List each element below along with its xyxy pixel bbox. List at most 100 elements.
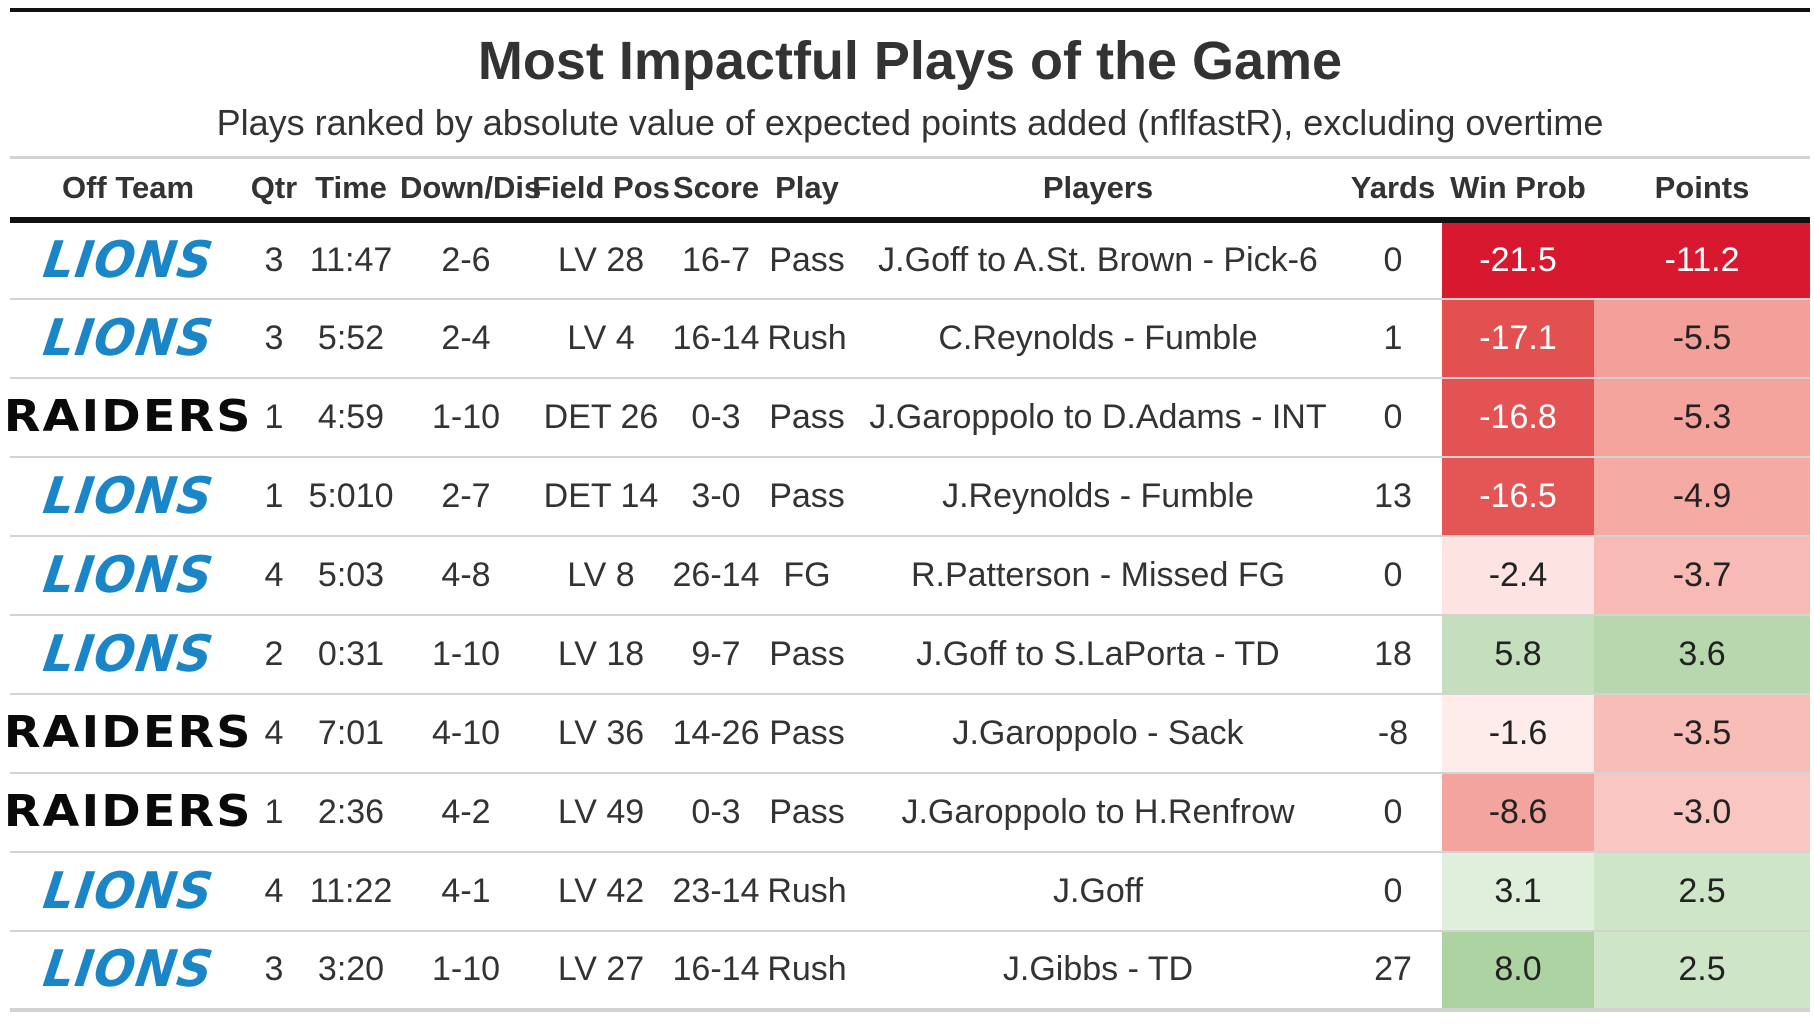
qtr-cell: 4 [246,851,302,932]
qtr-cell: 3 [246,930,302,1012]
qtr-cell: 4 [246,535,302,616]
off-team-cell: LIONS [10,298,246,379]
table-row: LIONS 2 0:31 1-10 LV 18 9-7 Pass J.Goff to S.La… [10,614,1810,695]
off-team-cell: LIONS [10,930,246,1012]
down-dis-cell: 4-8 [400,535,532,616]
qtr-cell: 1 [246,772,302,853]
down-dis-cell: 2-7 [400,456,532,537]
points-cell: 2.5 [1594,851,1810,932]
raiders-logo: RAIDERS [3,390,253,442]
play-type-cell: Rush [762,930,852,1012]
down-dis-cell: 4-10 [400,693,532,774]
header-field-pos: Field Pos [532,156,670,223]
table-header: Off Team Qtr Time Down/Dis Field Pos Sco… [10,156,1810,223]
yards-cell: 18 [1344,614,1442,695]
players-cell: J.Goff [852,851,1344,932]
play-type-cell: Rush [762,851,852,932]
qtr-cell: 3 [246,298,302,379]
table-row: LIONS 4 11:22 4-1 LV 42 23-14 Rush J.Goff 0 3.1 2.… [10,851,1810,932]
page-title: Most Impactful Plays of the Game [477,31,1343,91]
win-prob-cell: -1.6 [1442,693,1594,774]
table-row: LIONS 3 11:47 2-6 LV 28 16-7 Pass J.Goff to A.S… [10,219,1810,300]
players-cell: J.Goff to A.St. Brown - Pick-6 [852,219,1344,300]
players-cell: J.Garoppolo to H.Renfrow [852,772,1344,853]
table-row: LIONS 4 5:03 4-8 LV 8 26-14 FG R.Patterson - Mi… [10,535,1810,616]
off-team-cell: RAIDERS [4,693,250,774]
qtr-cell: 1 [246,456,302,537]
field-pos-cell: LV 36 [532,693,670,774]
header-down-dis: Down/Dis [400,156,541,223]
header-play: Play [762,156,852,223]
header-time: Time [302,156,400,223]
time-cell: 5:03 [302,535,400,616]
off-team-cell: LIONS [10,851,246,932]
down-dis-cell: 2-6 [400,219,532,300]
play-type-cell: Pass [762,772,852,853]
qtr-cell: 4 [246,693,302,774]
down-dis-cell: 2-4 [400,298,532,379]
score-cell: 0-3 [670,377,762,458]
yards-cell: 0 [1344,535,1442,616]
play-type-cell: Pass [762,614,852,695]
table-row: RAIDERS 1 2:36 4-2 LV 49 0-3 Pass J.Garoppolo t… [4,772,1810,853]
yards-cell: 13 [1344,456,1442,537]
score-cell: 0-3 [670,772,762,853]
lions-logo: LIONS [39,861,217,920]
down-dis-cell: 4-2 [400,772,532,853]
score-cell: 9-7 [670,614,762,695]
score-cell: 16-7 [670,219,762,300]
down-dis-cell: 1-10 [400,930,532,1012]
points-cell: -4.9 [1594,456,1810,537]
yards-cell: 0 [1344,219,1442,300]
field-pos-cell: LV 42 [532,851,670,932]
off-team-cell: RAIDERS [4,772,250,853]
header-points: Points [1594,156,1810,223]
plays-table: Off Team Qtr Time Down/Dis Field Pos Sco… [4,156,1810,1012]
header-yards: Yards [1344,156,1442,223]
time-cell: 5:52 [302,298,400,379]
header-qtr: Qtr [246,156,302,223]
down-dis-cell: 4-1 [400,851,532,932]
field-pos-cell: LV 18 [532,614,670,695]
header-off-team: Off Team [10,156,246,223]
table-row: LIONS 3 5:52 2-4 LV 4 16-14 Rush C.Reynolds - F… [10,298,1810,379]
off-team-cell: LIONS [10,456,246,537]
points-cell: -11.2 [1594,219,1810,300]
win-prob-cell: -17.1 [1442,298,1594,379]
table-container: Most Impactful Plays of the Game Plays r… [4,8,1810,1012]
players-cell: R.Patterson - Missed FG [852,535,1344,616]
time-cell: 0:31 [302,614,400,695]
qtr-cell: 3 [246,219,302,300]
win-prob-cell: -21.5 [1442,219,1594,300]
score-cell: 23-14 [670,851,762,932]
field-pos-cell: DET 26 [532,377,670,458]
yards-cell: 0 [1344,851,1442,932]
play-type-cell: Pass [762,456,852,537]
field-pos-cell: LV 8 [532,535,670,616]
win-prob-cell: -2.4 [1442,535,1594,616]
lions-logo: LIONS [39,230,217,289]
field-pos-cell: LV 49 [532,772,670,853]
header-score: Score [670,156,762,223]
points-cell: -3.0 [1594,772,1810,853]
header-row: Off Team Qtr Time Down/Dis Field Pos Sco… [10,156,1810,223]
table-body: LIONS 3 11:47 2-6 LV 28 16-7 Pass J.Goff to A.S… [4,219,1810,1012]
yards-cell: 1 [1344,298,1442,379]
off-team-cell: RAIDERS [4,377,250,458]
win-prob-cell: -16.8 [1442,377,1594,458]
win-prob-cell: 8.0 [1442,930,1594,1012]
points-cell: -3.5 [1594,693,1810,774]
lions-logo: LIONS [39,545,217,604]
off-team-cell: LIONS [10,535,246,616]
field-pos-cell: LV 4 [532,298,670,379]
score-cell: 16-14 [670,930,762,1012]
header-players: Players [852,156,1344,223]
score-cell: 16-14 [670,298,762,379]
win-prob-cell: -16.5 [1442,456,1594,537]
players-cell: J.Garoppolo - Sack [852,693,1344,774]
win-prob-cell: 5.8 [1442,614,1594,695]
play-type-cell: Pass [762,377,852,458]
score-cell: 3-0 [670,456,762,537]
time-cell: 4:59 [302,377,400,458]
play-type-cell: Pass [762,693,852,774]
